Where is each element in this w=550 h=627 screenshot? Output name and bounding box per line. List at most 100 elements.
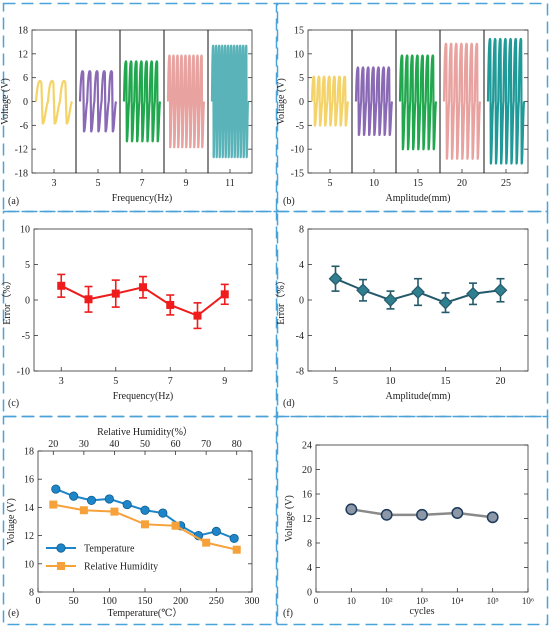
- x-tick-label: 3: [52, 178, 57, 189]
- x-tick-label: 5: [333, 376, 338, 387]
- x-tick-label: 10²: [381, 596, 393, 606]
- data-point: [220, 290, 229, 299]
- chart-a: -18 -12 -6 0 6 12 18 Voltage (V) Frequency(Hz) (a…: [0, 26, 253, 207]
- data-point: [202, 538, 211, 547]
- x-tick-label: 10³: [416, 596, 428, 606]
- x2-tick-label: 70: [201, 439, 211, 450]
- x-tick-label: 10⁶: [522, 596, 534, 606]
- chart-f: 0 4 8 12 16 20 24 Voltage (V) (f) 0 10 10² 10³ 10⁴ 10⁵…: [283, 441, 534, 620]
- x2-axis-label: Relative Humidity(%）: [97, 426, 193, 438]
- x-tick-label: 7: [140, 178, 145, 189]
- x-tick-label: 50: [69, 596, 79, 607]
- y-tick-label: 0: [25, 296, 30, 307]
- x2-tick-label: 20: [48, 439, 58, 450]
- x-tick-label: 200: [173, 596, 188, 607]
- data-point: [438, 295, 453, 310]
- y-axis-label: Voltage (V): [284, 495, 295, 542]
- x2-tick-label: 50: [140, 439, 150, 450]
- panel-label: (f): [283, 608, 293, 619]
- data-point: [86, 495, 97, 505]
- panel-frame-5: [2, 415, 278, 626]
- legend-marker: [57, 562, 65, 570]
- waveform-7: [122, 60, 162, 143]
- y-tick-label: -10: [291, 145, 304, 156]
- x-tick-label: 0: [36, 596, 41, 607]
- x-tick-label: 7: [168, 376, 173, 387]
- chart-d: -8 -4 0 4 8 Error（%） Amplitude(mm) (d) 5 10 15 20: [275, 225, 529, 409]
- chart-b: -15 -10 -5 0 5 10 15 Voltage (V) Amplitude(mm) (b…: [276, 26, 529, 207]
- chart-e: 8 10 12 14 16 18 Voltage (V) (e) 0 50 100 150 200 250…: [6, 426, 260, 619]
- waveform-5: [310, 75, 350, 127]
- x-tick-label: 100: [102, 596, 117, 607]
- x-tick-label: 3: [59, 376, 64, 387]
- y-tick-label: 20: [302, 465, 312, 476]
- data-point: [166, 300, 175, 309]
- x-tick-label: 9: [184, 178, 189, 189]
- chart-c: -10 -5 0 5 10 Error（%） Frequency(Hz) (c) 3 5 7 9: [1, 225, 253, 409]
- y-tick-label: -4: [296, 331, 304, 342]
- y-tick-label: 18: [18, 26, 28, 37]
- data-point: [451, 507, 464, 519]
- panel-frame-6: [276, 415, 549, 626]
- data-point: [380, 508, 393, 521]
- x-axis-label: Amplitude(mm): [386, 391, 451, 402]
- y-axis-label: Error（%）: [275, 275, 287, 324]
- waveform-10: [354, 66, 394, 136]
- waveform-11: [210, 44, 250, 159]
- y-tick-label: 0: [299, 97, 304, 108]
- y-tick-label: 24: [302, 441, 312, 452]
- y-tick-label: -12: [15, 145, 28, 156]
- x-tick-label: 10⁴: [451, 596, 463, 606]
- x-tick-label: 25: [501, 178, 511, 189]
- x-axis-label: cycles: [410, 606, 435, 617]
- y-tick-label: 15: [294, 26, 304, 37]
- data-point: [416, 508, 428, 521]
- x-tick-label: 5: [96, 178, 101, 189]
- data-point: [486, 511, 499, 524]
- x-axis-label: Frequency(Hz): [112, 193, 173, 204]
- x-tick-label: 10: [347, 596, 357, 606]
- x-tick-label: 10: [369, 178, 379, 189]
- x-tick-label: 15: [413, 178, 423, 189]
- y-tick-label: 10: [24, 559, 34, 570]
- y-tick-label: 16: [24, 475, 34, 486]
- waveform-25: [486, 37, 526, 165]
- y-axis-label: Voltage (V): [6, 498, 17, 545]
- x-axis-label: Amplitude(mm): [386, 193, 451, 204]
- data-point: [232, 545, 241, 554]
- y-tick-label: 0: [23, 97, 28, 108]
- x-axis-label: Temperature(℃）: [108, 607, 183, 619]
- waveform-3: [34, 79, 74, 125]
- y-tick-label: -5: [296, 121, 304, 132]
- y-tick-label: 10: [20, 225, 30, 236]
- data-point: [79, 506, 88, 515]
- panels: -18 -12 -6 0 6 12 18 Voltage (V) Frequency(Hz) (a…: [0, 26, 534, 620]
- panel-frame-3: [2, 210, 278, 418]
- x-tick-label: 300: [245, 596, 260, 607]
- y-tick-label: 12: [302, 514, 312, 525]
- data-point: [383, 293, 398, 307]
- y-axis-label: Voltage (V): [276, 78, 287, 125]
- y-tick-label: -5: [22, 331, 30, 342]
- data-point: [158, 508, 168, 518]
- y-tick-label: 6: [23, 73, 28, 84]
- data-point: [211, 526, 221, 536]
- y-axis-label: Voltage (V): [0, 78, 11, 125]
- y-tick-label: 4: [307, 563, 312, 574]
- y-tick-label: 8: [29, 588, 34, 599]
- x-tick-label: 5: [328, 178, 333, 189]
- data-point: [466, 286, 480, 301]
- panel-label: (c): [8, 398, 19, 409]
- data-point: [110, 507, 119, 516]
- data-point: [229, 533, 239, 544]
- y-tick-label: 14: [24, 503, 34, 514]
- data-point: [356, 283, 370, 298]
- waveform-20: [442, 42, 482, 160]
- plot-area-border: [33, 228, 253, 372]
- y-tick-label: 12: [24, 531, 34, 542]
- data-point: [328, 271, 343, 286]
- x-axis-label: Frequency(Hz): [113, 391, 174, 402]
- data-point: [69, 491, 79, 501]
- x2-tick-label: 40: [109, 439, 119, 450]
